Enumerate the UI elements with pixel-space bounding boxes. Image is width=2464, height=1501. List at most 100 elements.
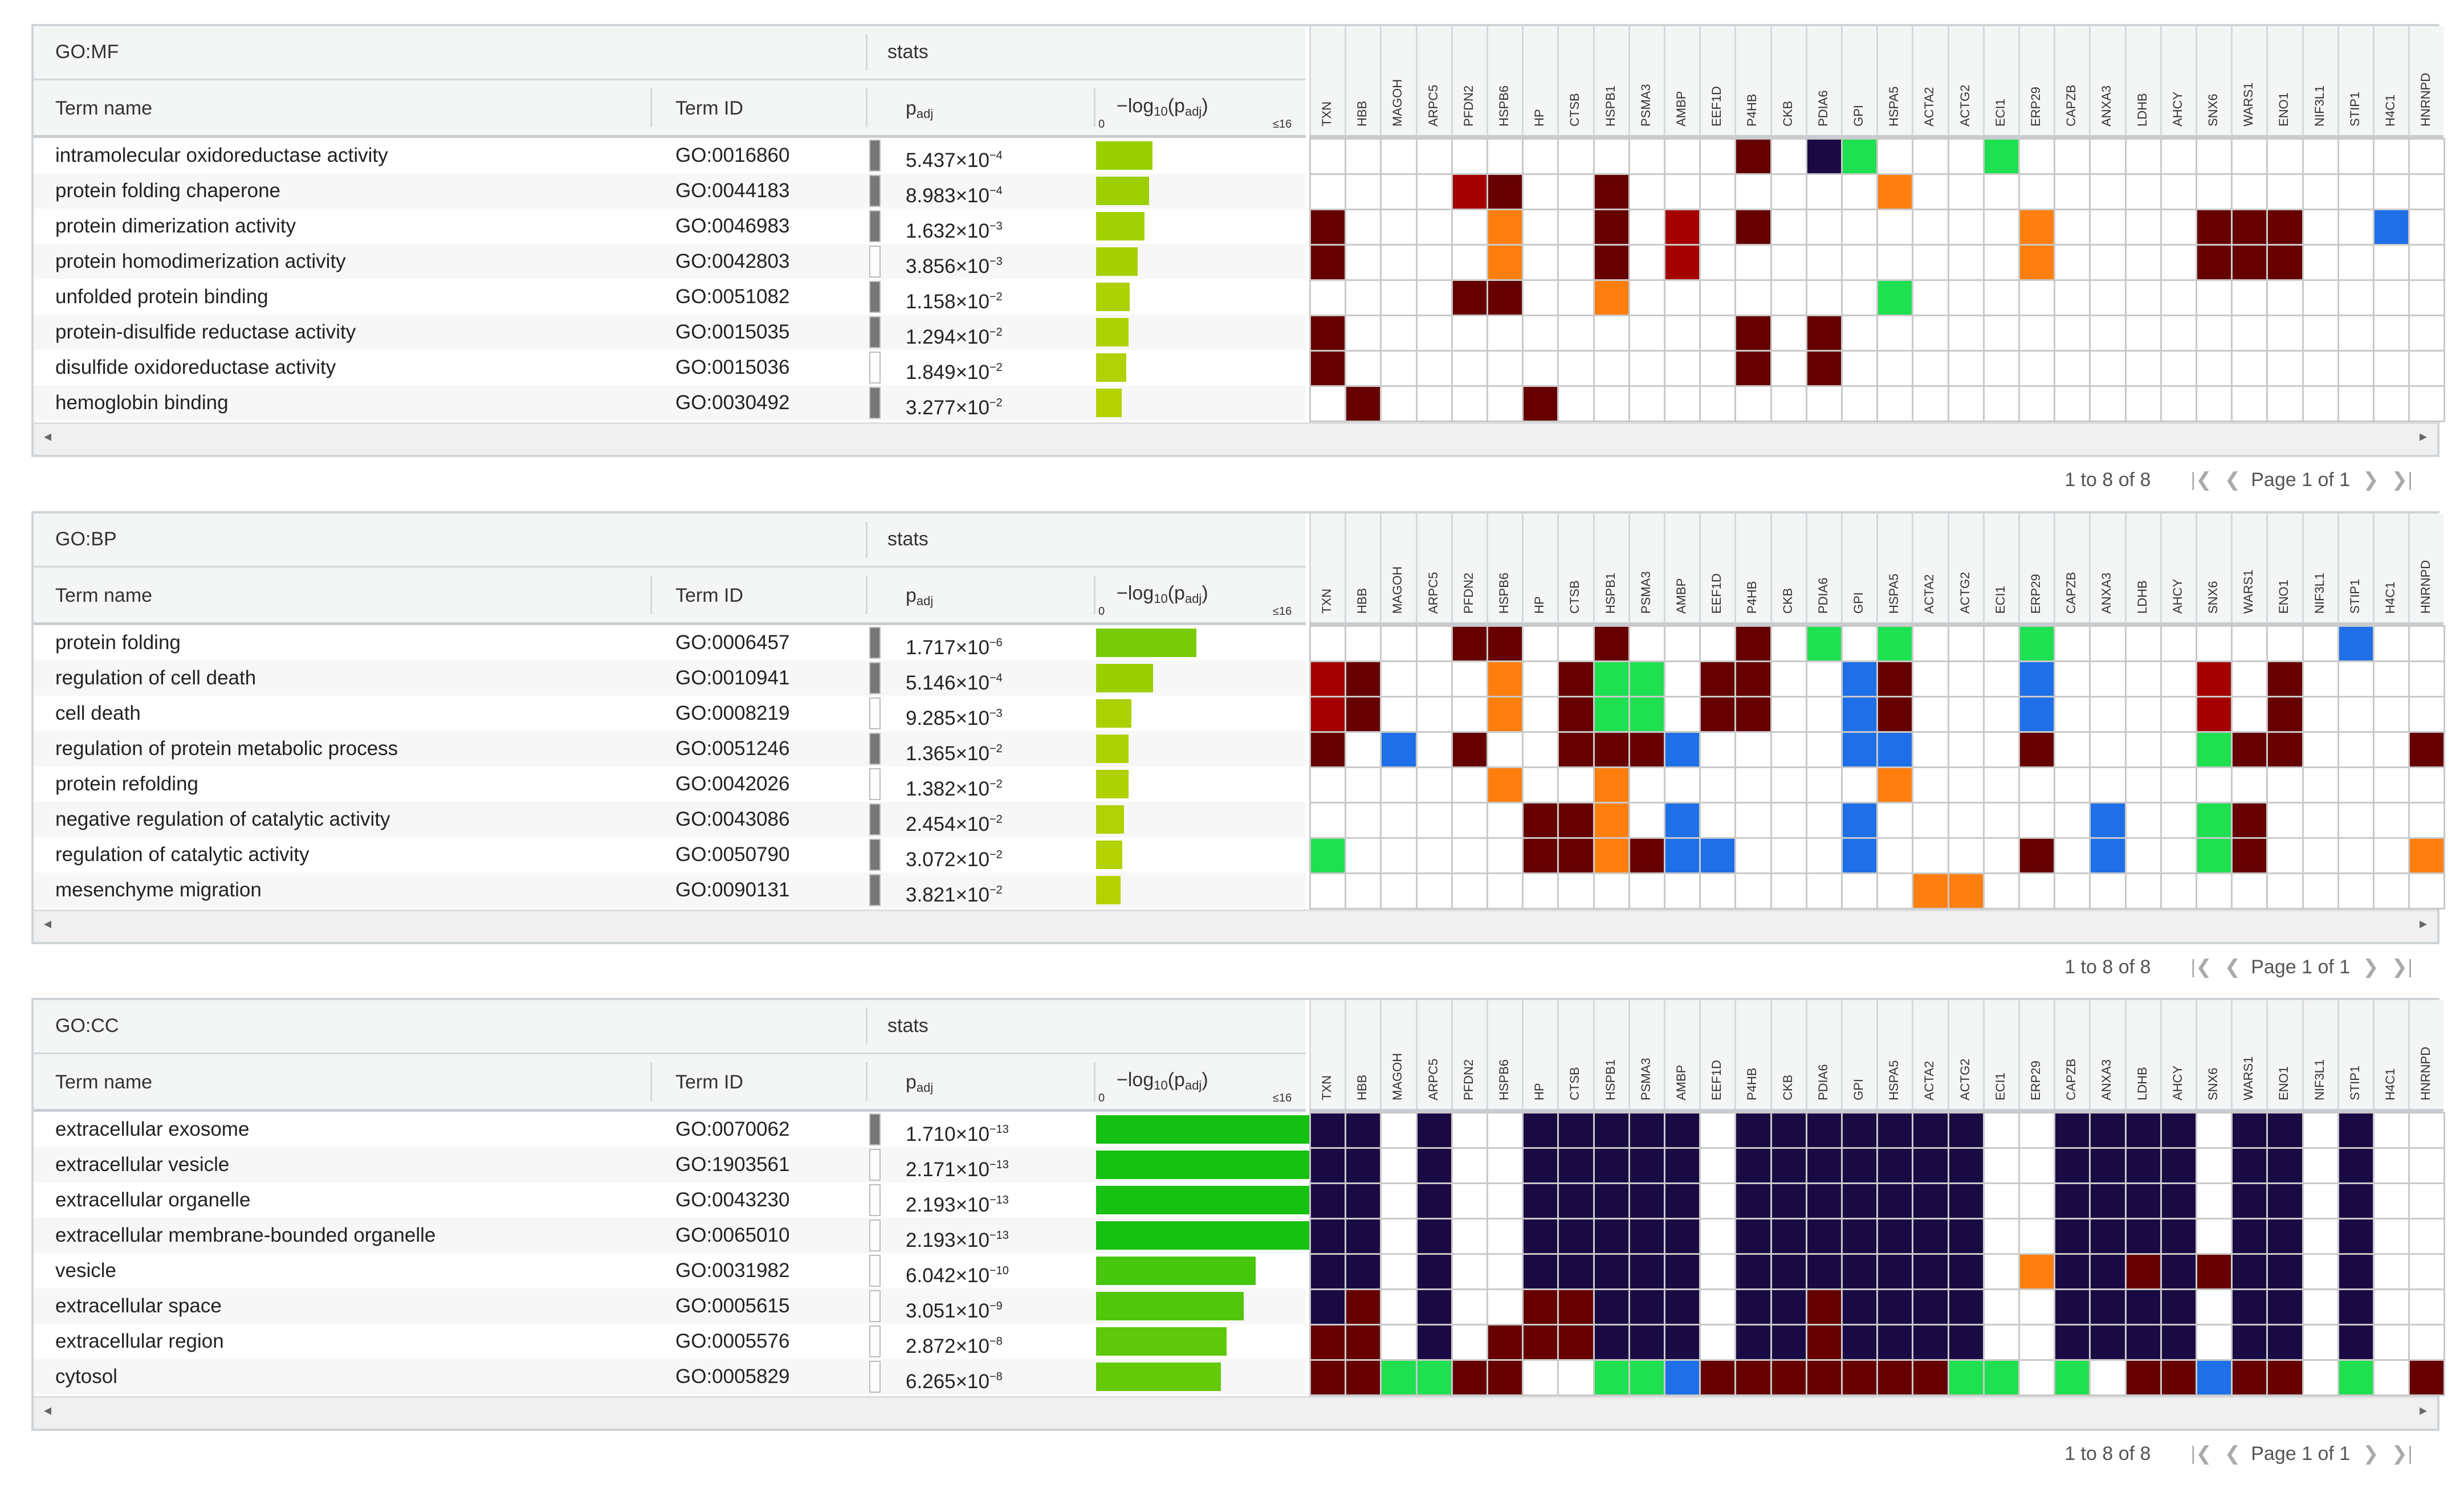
heatmap-cell[interactable]: [1557, 766, 1595, 803]
heatmap-cell[interactable]: [1380, 244, 1418, 281]
heatmap-cell[interactable]: [1628, 802, 1665, 839]
heatmap-cell[interactable]: [2160, 1147, 2197, 1184]
heatmap-cell[interactable]: [2054, 1359, 2091, 1396]
heatmap-cell[interactable]: [2337, 1359, 2375, 1396]
heatmap-cell[interactable]: [2408, 138, 2446, 175]
heatmap-cell[interactable]: [2266, 1288, 2304, 1325]
heatmap-cell[interactable]: [1628, 1147, 1665, 1184]
heatmap-cell[interactable]: [1451, 1359, 1488, 1396]
heatmap-cell[interactable]: [1451, 1288, 1488, 1325]
heatmap-cell[interactable]: [1982, 660, 2020, 698]
heatmap-cell[interactable]: [1805, 1324, 1843, 1361]
heatmap-cell[interactable]: [2266, 209, 2304, 246]
heatmap-cell[interactable]: [2196, 279, 2233, 316]
gene-label-erp29[interactable]: ERP29: [2029, 87, 2043, 127]
heatmap-cell[interactable]: [1593, 1112, 1630, 1149]
heatmap-cell[interactable]: [1876, 625, 1914, 662]
heatmap-cell[interactable]: [2018, 1112, 2056, 1149]
heatmap-cell[interactable]: [2018, 1253, 2056, 1290]
heatmap-cell[interactable]: [1947, 173, 1985, 210]
heatmap-cell[interactable]: [1380, 173, 1418, 210]
heatmap-cell[interactable]: [1345, 279, 1382, 316]
table-row[interactable]: negative regulation of catalytic activit…: [34, 802, 1306, 837]
gene-label-ctsb[interactable]: CTSB: [1567, 580, 1582, 614]
heatmap-cell[interactable]: [1628, 872, 1665, 909]
heatmap-cell[interactable]: [2196, 1288, 2233, 1325]
gene-label-snx6[interactable]: SNX6: [2206, 1067, 2220, 1100]
heatmap-cell[interactable]: [1486, 385, 1524, 422]
heatmap-cell[interactable]: [1380, 209, 1418, 246]
heatmap-cell[interactable]: [1734, 766, 1772, 803]
heatmap-cell[interactable]: [2089, 660, 2127, 698]
heatmap-cell[interactable]: [2266, 350, 2304, 387]
heatmap-cell[interactable]: [1451, 1253, 1488, 1290]
heatmap-cell[interactable]: [1380, 1324, 1418, 1361]
heatmap-cell[interactable]: [1805, 802, 1843, 839]
gene-label-eci1[interactable]: ECI1: [1993, 99, 2007, 127]
term-name[interactable]: extracellular space: [55, 1295, 222, 1317]
heatmap-cell[interactable]: [1628, 315, 1665, 352]
heatmap-cell[interactable]: [1309, 625, 1347, 662]
term-id[interactable]: GO:0005615: [675, 1295, 790, 1317]
heatmap-cell[interactable]: [2302, 1288, 2339, 1325]
heatmap-cell[interactable]: [1415, 350, 1453, 387]
heatmap-cell[interactable]: [1947, 1253, 1985, 1290]
heatmap-cell[interactable]: [2160, 385, 2197, 422]
heatmap-cell[interactable]: [1309, 731, 1347, 768]
heatmap-cell[interactable]: [1699, 1147, 1737, 1184]
term-name[interactable]: regulation of protein metabolic process: [55, 737, 398, 760]
prev-page-icon[interactable]: ❮: [2224, 469, 2241, 491]
heatmap-cell[interactable]: [1699, 350, 1737, 387]
heatmap-cell[interactable]: [2196, 872, 2233, 909]
last-page-icon[interactable]: ❯|: [2391, 469, 2413, 491]
heatmap-cell[interactable]: [2408, 1218, 2446, 1255]
heatmap-cell[interactable]: [1557, 1147, 1595, 1184]
heatmap-cell[interactable]: [1912, 1288, 1949, 1325]
heatmap-cell[interactable]: [2160, 872, 2197, 909]
heatmap-cell[interactable]: [2196, 385, 2233, 422]
term-id[interactable]: GO:0042803: [675, 250, 790, 272]
heatmap-cell[interactable]: [1876, 837, 1914, 874]
gene-label-actg2[interactable]: ACTG2: [1957, 1058, 1972, 1100]
heatmap-cell[interactable]: [1593, 244, 1630, 281]
gene-label-ldhb[interactable]: LDHB: [2135, 93, 2149, 127]
heatmap-cell[interactable]: [1876, 1182, 1914, 1219]
heatmap-cell[interactable]: [1876, 1359, 1914, 1396]
gene-label-acta2[interactable]: ACTA2: [1922, 1061, 1937, 1100]
heatmap-cell[interactable]: [2266, 1253, 2304, 1290]
heatmap-cell[interactable]: [2337, 1147, 2375, 1184]
term-name[interactable]: protein-disulfide reductase activity: [55, 321, 356, 343]
heatmap-cell[interactable]: [2337, 279, 2375, 316]
heatmap-cell[interactable]: [1557, 1324, 1595, 1361]
heatmap-cell[interactable]: [2337, 766, 2375, 803]
heatmap-cell[interactable]: [2054, 625, 2091, 662]
heatmap-cell[interactable]: [2054, 279, 2091, 316]
heatmap-cell[interactable]: [1415, 1288, 1453, 1325]
heatmap-cell[interactable]: [2337, 385, 2375, 422]
term-name[interactable]: hemoglobin binding: [55, 391, 229, 414]
heatmap-cell[interactable]: [2373, 1288, 2410, 1325]
heatmap-cell[interactable]: [1841, 1288, 1879, 1325]
table-row[interactable]: protein folding GO:0006457 1.717×10−6: [34, 625, 1306, 660]
heatmap-cell[interactable]: [1415, 766, 1453, 803]
gene-label-anxa3[interactable]: ANXA3: [2099, 572, 2114, 614]
first-page-icon[interactable]: |❮: [2190, 1443, 2212, 1465]
heatmap-cell[interactable]: [2337, 315, 2375, 352]
heatmap-cell[interactable]: [2089, 837, 2127, 874]
heatmap-cell[interactable]: [1876, 315, 1914, 352]
heatmap-cell[interactable]: [1770, 138, 1807, 175]
heatmap-cell[interactable]: [1770, 731, 1807, 768]
heatmap-cell[interactable]: [1876, 660, 1914, 698]
heatmap-cell[interactable]: [2124, 138, 2162, 175]
gene-label-hspb6[interactable]: HSPB6: [1497, 572, 1511, 614]
heatmap-cell[interactable]: [2231, 872, 2268, 909]
table-row[interactable]: vesicle GO:0031982 6.042×10−10: [34, 1253, 1306, 1288]
heatmap-cell[interactable]: [2231, 1182, 2268, 1219]
heatmap-cell[interactable]: [1947, 244, 1985, 281]
gene-label-hnrnpd[interactable]: HNRNPD: [2418, 560, 2433, 614]
heatmap-cell[interactable]: [2160, 1182, 2197, 1219]
term-id[interactable]: GO:0044183: [675, 180, 790, 202]
heatmap-cell[interactable]: [2054, 385, 2091, 422]
heatmap-cell[interactable]: [1451, 660, 1488, 698]
heatmap-cell[interactable]: [1380, 315, 1418, 352]
